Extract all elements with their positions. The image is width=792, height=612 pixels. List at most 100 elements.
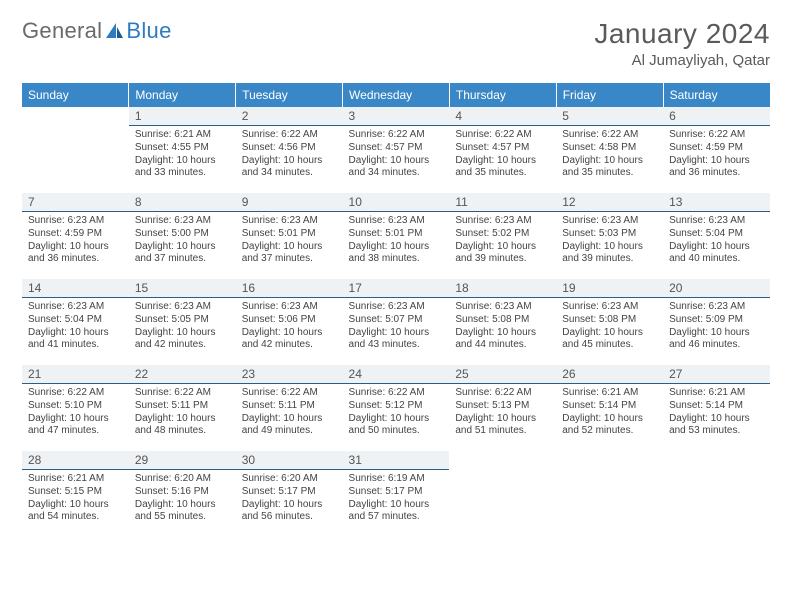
day-body: Sunrise: 6:21 AMSunset: 5:14 PMDaylight:… [556, 384, 663, 440]
day-number: 10 [343, 193, 450, 212]
daylight-line: Daylight: 10 hours and 34 minutes. [349, 155, 445, 181]
sunset-line: Sunset: 5:13 PM [455, 400, 551, 413]
calendar-cell: 26Sunrise: 6:21 AMSunset: 5:14 PMDayligh… [556, 365, 663, 451]
calendar-cell: 25Sunrise: 6:22 AMSunset: 5:13 PMDayligh… [449, 365, 556, 451]
day-body: Sunrise: 6:23 AMSunset: 5:07 PMDaylight:… [343, 298, 450, 354]
day-number: 21 [22, 365, 129, 384]
header: General Blue January 2024 Al Jumayliyah,… [22, 18, 770, 69]
day-body: Sunrise: 6:23 AMSunset: 5:06 PMDaylight:… [236, 298, 343, 354]
day-body: Sunrise: 6:23 AMSunset: 5:04 PMDaylight:… [22, 298, 129, 354]
day-number: 9 [236, 193, 343, 212]
day-number: 31 [343, 451, 450, 470]
day-cell: 8Sunrise: 6:23 AMSunset: 5:00 PMDaylight… [129, 193, 236, 279]
weekday-header-row: SundayMondayTuesdayWednesdayThursdayFrid… [22, 83, 770, 107]
sunrise-line: Sunrise: 6:22 AM [135, 387, 231, 400]
day-cell: 31Sunrise: 6:19 AMSunset: 5:17 PMDayligh… [343, 451, 450, 537]
day-body: Sunrise: 6:20 AMSunset: 5:16 PMDaylight:… [129, 470, 236, 526]
daylight-line: Daylight: 10 hours and 36 minutes. [28, 241, 124, 267]
day-cell: 16Sunrise: 6:23 AMSunset: 5:06 PMDayligh… [236, 279, 343, 365]
sunset-line: Sunset: 5:02 PM [455, 228, 551, 241]
day-cell: 19Sunrise: 6:23 AMSunset: 5:08 PMDayligh… [556, 279, 663, 365]
sunrise-line: Sunrise: 6:23 AM [135, 301, 231, 314]
daylight-line: Daylight: 10 hours and 57 minutes. [349, 499, 445, 525]
calendar-cell: 27Sunrise: 6:21 AMSunset: 5:14 PMDayligh… [663, 365, 770, 451]
daylight-line: Daylight: 10 hours and 51 minutes. [455, 413, 551, 439]
sunrise-line: Sunrise: 6:22 AM [455, 387, 551, 400]
calendar-cell: 17Sunrise: 6:23 AMSunset: 5:07 PMDayligh… [343, 279, 450, 365]
day-number: 7 [22, 193, 129, 212]
sunrise-line: Sunrise: 6:23 AM [455, 215, 551, 228]
sunrise-line: Sunrise: 6:22 AM [562, 129, 658, 142]
day-cell: 13Sunrise: 6:23 AMSunset: 5:04 PMDayligh… [663, 193, 770, 279]
sunrise-line: Sunrise: 6:23 AM [242, 301, 338, 314]
calendar-cell: 14Sunrise: 6:23 AMSunset: 5:04 PMDayligh… [22, 279, 129, 365]
day-body: Sunrise: 6:22 AMSunset: 4:58 PMDaylight:… [556, 126, 663, 182]
calendar-cell: 11 Sunrise: 6:23 AMSunset: 5:02 PMDayligh… [449, 193, 556, 279]
day-number: 11 [449, 193, 556, 212]
sunset-line: Sunset: 5:11 PM [135, 400, 231, 413]
calendar-row: 21 Sunrise: 6:22 AM Sunset: 5:10 PM Dayligh… [22, 365, 770, 451]
logo-text-general: General [22, 18, 102, 44]
calendar-cell: 23Sunrise: 6:22 AMSunset: 5:11 PMDayligh… [236, 365, 343, 451]
sunset-line: Sunset: 5:16 PM [135, 486, 231, 499]
sail-icon [104, 19, 124, 35]
day-cell: 1Sunrise: 6:21 AMSunset: 4:55 PMDaylight… [129, 107, 236, 193]
sunset-line: Sunset: 5:17 PM [242, 486, 338, 499]
daylight-line: Daylight: 10 hours and 40 minutes. [669, 241, 765, 267]
calendar-cell: 1Sunrise: 6:21 AMSunset: 4:55 PMDaylight… [129, 107, 236, 193]
calendar-cell: 9Sunrise: 6:23 AMSunset: 5:01 PMDaylight… [236, 193, 343, 279]
day-cell: 10Sunrise: 6:23 AMSunset: 5:01 PMDayligh… [343, 193, 450, 279]
day-number: 13 [663, 193, 770, 212]
day-body: Sunrise: 6:20 AMSunset: 5:17 PMDaylight:… [236, 470, 343, 526]
calendar-cell: 10Sunrise: 6:23 AMSunset: 5:01 PMDayligh… [343, 193, 450, 279]
calendar-cell: 29Sunrise: 6:20 AMSunset: 5:16 PMDayligh… [129, 451, 236, 537]
weekday-header: Wednesday [343, 83, 450, 107]
day-number: 19 [556, 279, 663, 298]
sunrise-line: Sunrise: 6:23 AM [562, 301, 658, 314]
calendar-row: 28Sunrise: 6:21 AMSunset: 5:15 PMDayligh… [22, 451, 770, 537]
day-cell: 9Sunrise: 6:23 AMSunset: 5:01 PMDaylight… [236, 193, 343, 279]
sunrise-line: Sunrise: 6:22 AM [455, 129, 551, 142]
sunset-line: Sunset: 4:59 PM [669, 142, 765, 155]
calendar-cell: 8Sunrise: 6:23 AMSunset: 5:00 PMDaylight… [129, 193, 236, 279]
sunset-line: Sunset: 5:11 PM [242, 400, 338, 413]
logo-text-blue: Blue [126, 18, 171, 44]
day-number: 1 [129, 107, 236, 126]
day-cell: 30Sunrise: 6:20 AMSunset: 5:17 PMDayligh… [236, 451, 343, 537]
calendar-cell: 22Sunrise: 6:22 AMSunset: 5:11 PMDayligh… [129, 365, 236, 451]
sunset-line: Sunset: 5:14 PM [562, 400, 658, 413]
sunset-line: Sunset: 5:08 PM [455, 314, 551, 327]
daylight-line: Daylight: 10 hours and 39 minutes. [455, 241, 551, 267]
sunrise-line: Sunrise: 6:23 AM [562, 215, 658, 228]
sunrise-line: Sunrise: 6:23 AM [349, 215, 445, 228]
daylight-line: Daylight: 10 hours and 41 minutes. [28, 327, 124, 353]
day-cell: 7Sunrise: 6:23 AMSunset: 4:59 PMDaylight… [22, 193, 129, 279]
sunset-line: Sunset: 5:09 PM [669, 314, 765, 327]
day-cell: 24Sunrise: 6:22 AMSunset: 5:12 PMDayligh… [343, 365, 450, 451]
sunrise-line: Sunrise: 6:23 AM [349, 301, 445, 314]
day-cell: 23Sunrise: 6:22 AMSunset: 5:11 PMDayligh… [236, 365, 343, 451]
sunrise-line: Sunrise: 6:20 AM [242, 473, 338, 486]
day-body: Sunrise: 6:19 AMSunset: 5:17 PMDaylight:… [343, 470, 450, 526]
day-body: Sunrise: 6:23 AMSunset: 5:09 PMDaylight:… [663, 298, 770, 354]
sunrise-line: Sunrise: 6:21 AM [135, 129, 231, 142]
daylight-line: Daylight: 10 hours and 35 minutes. [455, 155, 551, 181]
day-number: 6 [663, 107, 770, 126]
day-number: 3 [343, 107, 450, 126]
logo: General Blue [22, 18, 172, 44]
day-cell: 25Sunrise: 6:22 AMSunset: 5:13 PMDayligh… [449, 365, 556, 451]
sunrise-line: Sunrise: 6:21 AM [28, 473, 124, 486]
day-number: 20 [663, 279, 770, 298]
day-body: Sunrise: 6:23 AMSunset: 5:01 PMDaylight:… [236, 212, 343, 268]
calendar-cell: 20Sunrise: 6:23 AMSunset: 5:09 PMDayligh… [663, 279, 770, 365]
daylight-line: Daylight: 10 hours and 42 minutes. [242, 327, 338, 353]
day-body: Sunrise: 6:21 AMSunset: 5:14 PMDaylight:… [663, 384, 770, 440]
calendar-cell: 6Sunrise: 6:22 AMSunset: 4:59 PMDaylight… [663, 107, 770, 193]
day-body: Sunrise: 6:21 AMSunset: 4:55 PMDaylight:… [129, 126, 236, 182]
calendar-cell: 13Sunrise: 6:23 AMSunset: 5:04 PMDayligh… [663, 193, 770, 279]
sunset-line: Sunset: 5:10 PM [28, 400, 124, 413]
day-cell: 29Sunrise: 6:20 AMSunset: 5:16 PMDayligh… [129, 451, 236, 537]
day-cell: 12Sunrise: 6:23 AMSunset: 5:03 PMDayligh… [556, 193, 663, 279]
daylight-line: Daylight: 10 hours and 48 minutes. [135, 413, 231, 439]
calendar-table: SundayMondayTuesdayWednesdayThursdayFrid… [22, 83, 770, 537]
